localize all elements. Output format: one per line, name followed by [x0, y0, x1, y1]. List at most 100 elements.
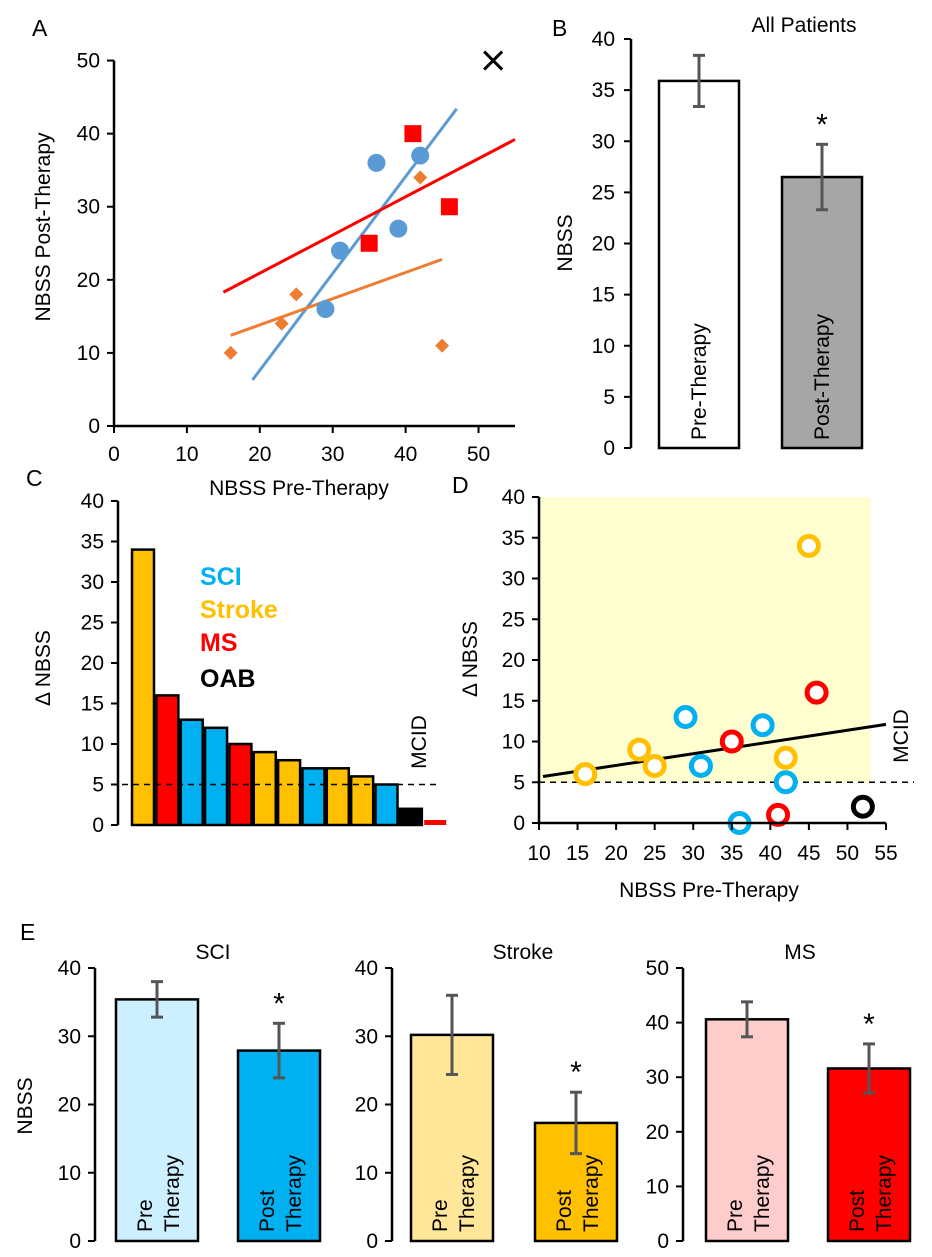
- panel-label-a: A: [32, 15, 48, 41]
- panel-c-mcid-label: MCID: [408, 715, 431, 769]
- panel-d-x-tick-label: 10: [527, 842, 550, 865]
- panel-c-bar: [325, 767, 351, 827]
- panel-e-stroke-y-tick-label: 40: [355, 957, 378, 980]
- panel-d-point-oab: [850, 794, 875, 819]
- panel-e-sci-marks: Pre Therapy Post Therapy*: [114, 980, 322, 1243]
- panel-a-y-tick-label: 50: [77, 50, 100, 73]
- panel-e-y-label: NBSS: [14, 1077, 37, 1134]
- panel-b-bar-label: Post-Therapy: [811, 313, 834, 440]
- panel-a-point-diamond: [435, 338, 450, 353]
- panel-c-bar: [301, 767, 326, 827]
- panel-b-y-tick-label: 20: [592, 233, 615, 256]
- panel-a-axes: 0 10 20 30 40 50 0 10 20 30 40 50: [77, 50, 515, 466]
- panel-e-stroke-bar-label: Therapy: [456, 1154, 479, 1232]
- panel-e-sci-bar-label: Therapy: [161, 1154, 184, 1232]
- legend-stroke: Stroke: [200, 596, 278, 624]
- panel-c-bar: [374, 783, 399, 827]
- panel-d-y-tick-label: 25: [502, 608, 525, 631]
- panel-c-bar: [228, 742, 253, 827]
- panel-d-y-label: Δ NBSS: [459, 621, 482, 697]
- panel-d-trendline: [542, 722, 887, 779]
- panel-c-y-tick-label: 20: [81, 652, 104, 675]
- panel-c-axes: 0 5 10 15 20 25 30 35 40: [81, 490, 120, 837]
- panel-d-mcid-label: MCID: [890, 709, 913, 763]
- panel-a-point-circle: [316, 300, 335, 319]
- panel-d-point-stroke: [642, 753, 667, 778]
- panel-d-x-tick-label: 30: [682, 842, 705, 865]
- panel-d-shaded-region: [539, 497, 871, 783]
- panel-e-ms-y-tick-label: 50: [646, 957, 669, 980]
- panel-c-y-tick-label: 0: [92, 814, 104, 837]
- panel-e-ms-y-tick-label: 40: [646, 1012, 669, 1035]
- panel-a-y-tick-label: 20: [77, 269, 100, 292]
- panel-e-ms-bar-label: Therapy: [751, 1154, 774, 1232]
- panel-a-x-tick-label: 10: [175, 443, 198, 466]
- panel-e-ms-bar: [826, 1067, 912, 1243]
- panel-a-x-label: NBSS Pre-Therapy: [209, 477, 389, 500]
- panel-e-ms-y-tick-label: 20: [646, 1121, 669, 1144]
- panel-a-point-diamond: [223, 345, 238, 360]
- panel-a-x-tick-label: 30: [321, 443, 344, 466]
- panel-d-x-label: NBSS Pre-Therapy: [619, 879, 799, 902]
- panel-e-stroke-y-tick-label: 10: [355, 1162, 378, 1185]
- panel-c-y-tick-label: 30: [81, 571, 104, 594]
- panel-d-point-sci: [688, 753, 713, 778]
- panel-a-y-tick-label: 30: [77, 196, 100, 219]
- panel-a-marks: [222, 50, 516, 381]
- panel-d-x-tick-label: 15: [566, 842, 589, 865]
- panel-a-point-circle: [331, 241, 350, 260]
- panel-e-stroke-bar-label: Post: [553, 1190, 576, 1232]
- panel-a-point-circle: [389, 219, 408, 238]
- panel-d-x-tick-label: 50: [836, 842, 859, 865]
- panel-c-bar: [398, 807, 424, 827]
- panel-e-stroke-title: Stroke: [493, 941, 554, 964]
- panel-e-sci-y-tick-label: 30: [58, 1025, 81, 1048]
- panel-d-point-ms: [719, 729, 744, 754]
- panel-d-y-tick-label: 15: [502, 690, 525, 713]
- panel-e-stroke-y-tick-label: 30: [355, 1025, 378, 1048]
- panel-b-y-tick-label: 15: [592, 284, 615, 307]
- panel-e-ms-y-tick-label: 10: [646, 1175, 669, 1198]
- legend-sci: SCI: [200, 563, 242, 591]
- panel-d-point-stroke: [573, 762, 598, 787]
- panel-a-point-diamond: [289, 287, 304, 302]
- panel-b-y-tick-label: 40: [592, 28, 615, 51]
- panel-b-y-tick-label: 10: [592, 335, 615, 358]
- panel-c-bar: [349, 775, 375, 827]
- panel-b-y-label: NBSS: [554, 214, 577, 271]
- panel-a-point-diamond: [413, 170, 428, 185]
- panel-c-bar: [276, 758, 302, 827]
- panel-c-y-tick-label: 15: [81, 693, 104, 716]
- panel-b-y-tick-label: 0: [603, 437, 615, 460]
- panel-a-point-circle: [411, 146, 430, 165]
- panel-c-y-tick-label: 5: [92, 774, 104, 797]
- panel-e-sci-y-tick-label: 10: [58, 1162, 81, 1185]
- panel-e-sci-bar-label: Pre: [134, 1199, 157, 1232]
- panel-e-sci-title: SCI: [195, 941, 230, 964]
- panel-b-y-tick-label: 30: [592, 130, 615, 153]
- panel-e-stroke-bar-label: Therapy: [580, 1154, 603, 1232]
- panel-d-point-sci: [750, 713, 775, 738]
- panel-c-bar: [203, 726, 229, 827]
- panel-e-sci-bar-label: Post: [256, 1190, 279, 1232]
- panel-e-sci-significance-star: *: [273, 987, 285, 1020]
- panel-e-stroke-y-tick-label: 0: [366, 1230, 378, 1253]
- panel-d-x-tick-label: 20: [604, 842, 627, 865]
- legend-ms: MS: [200, 629, 238, 657]
- panel-d-y-tick-label: 5: [513, 771, 525, 794]
- panel-c-bar: [179, 718, 204, 827]
- panel-c-y-tick-label: 35: [81, 531, 104, 554]
- panel-e-sci-y-tick-label: 20: [58, 1094, 81, 1117]
- panel-c-y-tick-label: 10: [81, 733, 104, 756]
- panel-e-sci-y-tick-label: 40: [58, 957, 81, 980]
- panel-e-ms-y-tick-label: 0: [657, 1230, 669, 1253]
- panel-e-stroke-y-tick-label: 20: [355, 1094, 378, 1117]
- panel-d-y-tick-label: 10: [502, 731, 525, 754]
- panel-e-ms-marks: Pre Therapy Post Therapy*: [704, 1000, 912, 1243]
- panel-d-point-stroke: [773, 745, 798, 770]
- panel-a-y-tick-label: 10: [77, 342, 100, 365]
- panel-a-trendline-diamond: [230, 257, 443, 337]
- panel-e-ms-bar-label: Therapy: [873, 1154, 896, 1232]
